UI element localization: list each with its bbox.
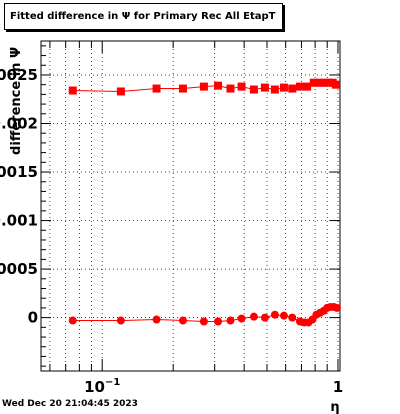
data-point-square bbox=[237, 82, 246, 91]
y-axis-title: difference in Ψ bbox=[9, 47, 24, 155]
y-tick-label: 0.001 bbox=[0, 212, 38, 230]
x-axis-title: η bbox=[330, 400, 339, 414]
data-point-square bbox=[178, 84, 187, 93]
data-point-circle bbox=[237, 314, 246, 323]
chart-title-box: Fitted difference in Ψ for Primary Rec A… bbox=[4, 3, 283, 30]
data-point-circle bbox=[332, 303, 341, 312]
data-point-circle bbox=[249, 312, 258, 321]
timestamp-label: Wed Dec 20 21:04:45 2023 bbox=[2, 399, 138, 409]
data-point-circle bbox=[116, 316, 125, 325]
data-point-square bbox=[324, 78, 333, 87]
y-tick-label: 0.002 bbox=[0, 115, 38, 133]
data-point-circle bbox=[214, 317, 223, 326]
data-point-circle bbox=[260, 313, 269, 322]
data-point-square bbox=[279, 83, 288, 92]
data-point-square bbox=[288, 84, 297, 93]
data-point-circle bbox=[152, 315, 161, 324]
data-point-circle bbox=[279, 311, 288, 320]
x-tick-label: 1 bbox=[333, 378, 343, 396]
data-point-square bbox=[260, 83, 269, 92]
data-point-square bbox=[199, 82, 208, 91]
x-tick-label: 10−1 bbox=[84, 377, 120, 396]
chart-title: Fitted difference in Ψ for Primary Rec A… bbox=[10, 11, 276, 22]
data-point-square bbox=[314, 78, 323, 87]
plot-frame bbox=[40, 40, 341, 372]
data-point-square bbox=[249, 85, 258, 94]
data-point-square bbox=[309, 78, 318, 87]
data-point-square bbox=[226, 84, 235, 93]
y-tick-label: 0.0025 bbox=[0, 66, 38, 84]
data-point-circle bbox=[226, 316, 235, 325]
data-point-square bbox=[319, 78, 328, 87]
data-point-square bbox=[152, 84, 161, 93]
data-point-circle bbox=[270, 310, 279, 319]
y-tick-label: 0 bbox=[28, 309, 38, 327]
y-tick-label: 0.0005 bbox=[0, 260, 38, 278]
data-point-square bbox=[295, 82, 304, 91]
data-point-square bbox=[68, 86, 77, 95]
data-point-square bbox=[214, 81, 223, 90]
y-tick-label: 0.0015 bbox=[0, 163, 38, 181]
data-point-circle bbox=[288, 313, 297, 322]
data-point-square bbox=[331, 80, 340, 89]
data-point-square bbox=[303, 82, 312, 91]
data-point-square bbox=[116, 87, 125, 96]
data-point-circle bbox=[178, 316, 187, 325]
data-point-square bbox=[270, 85, 279, 94]
data-point-circle bbox=[68, 316, 77, 325]
data-point-circle bbox=[199, 317, 208, 326]
